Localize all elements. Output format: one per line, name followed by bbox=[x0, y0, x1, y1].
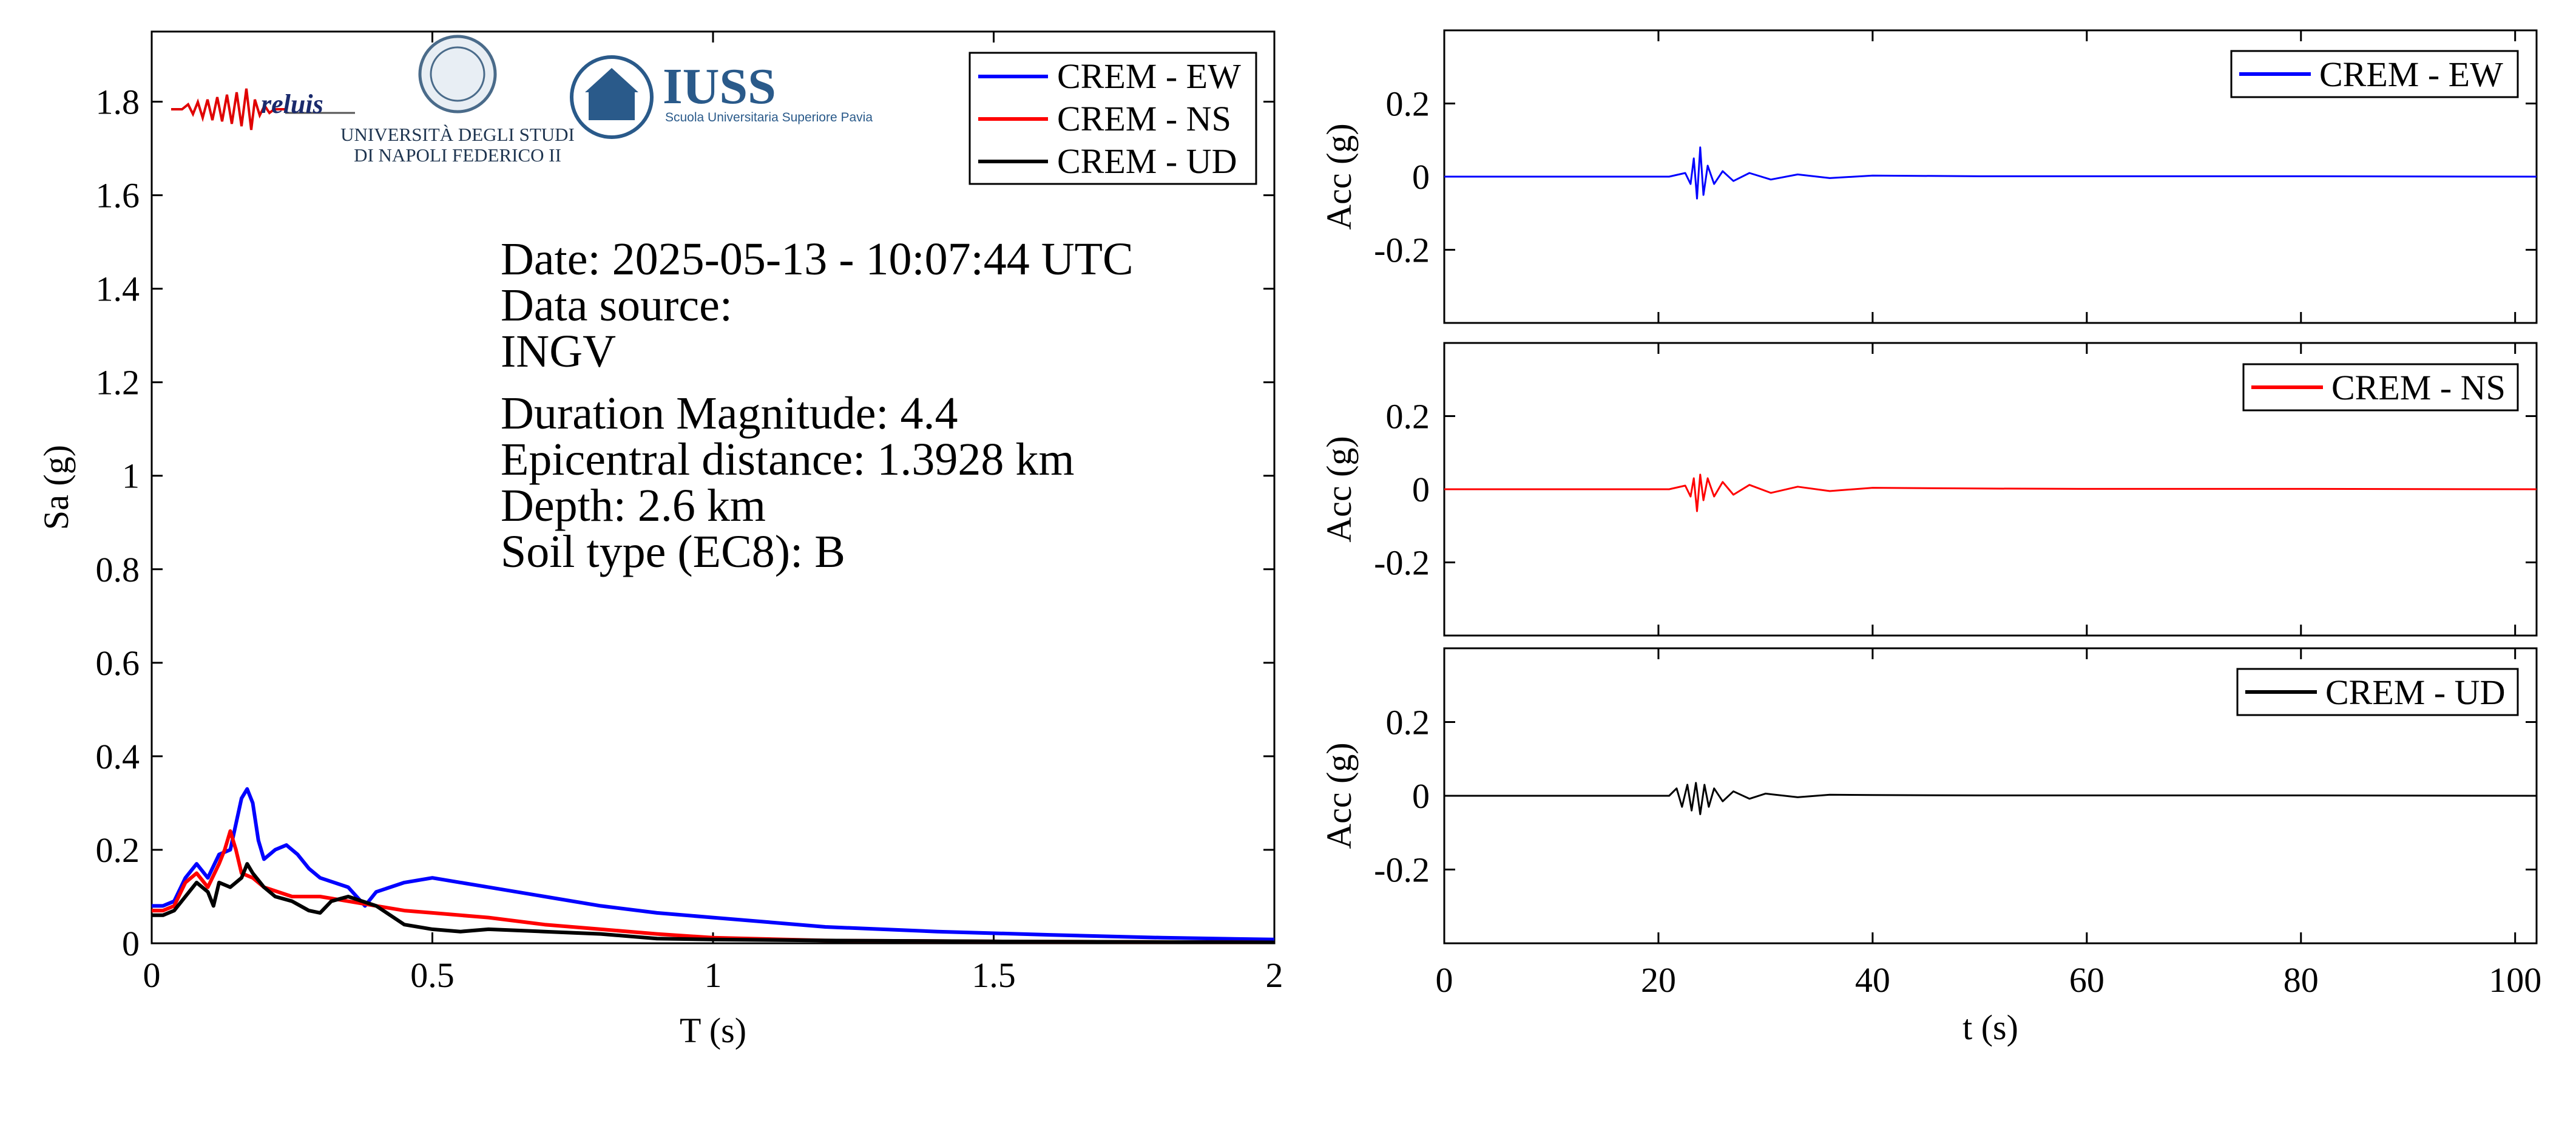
event-epicentral-distance: Epicentral distance: 1.3928 km bbox=[501, 434, 1075, 485]
acc-x-tick-label: 0 bbox=[1436, 960, 1453, 1000]
event-soil-type: Soil type (EC8): B bbox=[501, 526, 845, 577]
spectrum-series-ns bbox=[152, 829, 1275, 945]
unina-name-line2: DI NAPOLI FEDERICO II bbox=[354, 144, 561, 166]
acc-ud-legend: CREM - UD bbox=[2236, 668, 2519, 716]
event-info-box: Date: 2025-05-13 - 10:07:44 UTC Data sou… bbox=[501, 234, 1134, 577]
spectrum-lines bbox=[152, 787, 1275, 945]
acc-y-tick-label: 0 bbox=[1412, 776, 1430, 816]
acc-y-tick-label: -0.2 bbox=[1374, 231, 1430, 270]
acc-ew-series bbox=[1444, 146, 2537, 200]
reluis-seismogram-mark bbox=[171, 88, 285, 131]
spectrum-y-tick-label: 0.8 bbox=[96, 550, 140, 589]
spectrum-y-tick-label: 1.4 bbox=[96, 270, 140, 309]
acc-ew-legend-label: CREM - EW bbox=[2319, 55, 2503, 94]
unina-name-line1: UNIVERSITÀ DEGLI STUDI bbox=[340, 124, 575, 145]
acc-ud-ticks: -0.2 0 0.2 bbox=[1374, 648, 2537, 943]
acc-ud-series bbox=[1444, 782, 2537, 815]
spectrum-y-tick-label: 1.6 bbox=[96, 176, 140, 215]
acc-x-tick-label: 60 bbox=[2069, 960, 2104, 1000]
unina-logo: UNIVERSITÀ DEGLI STUDI DI NAPOLI FEDERIC… bbox=[340, 35, 575, 166]
spectrum-y-tick-label: 0.4 bbox=[96, 737, 140, 776]
legend-ud-label: CREM - UD bbox=[1057, 141, 1237, 181]
acc-ns-legend-label: CREM - NS bbox=[2331, 368, 2506, 407]
event-data-source: INGV bbox=[501, 326, 616, 377]
acc-y-tick-label: 0 bbox=[1412, 157, 1430, 197]
spectrum-y-tick-label: 1 bbox=[122, 456, 140, 496]
spectrum-legend: CREM - EW CREM - NS CREM - UD bbox=[969, 52, 1257, 185]
acc-y-tick-label: -0.2 bbox=[1374, 543, 1430, 583]
acc-ew-line bbox=[1444, 146, 2537, 200]
event-depth: Depth: 2.6 km bbox=[501, 480, 766, 531]
acc-y-tick-label: -0.2 bbox=[1374, 850, 1430, 890]
spectrum-x-axis-label: T (s) bbox=[680, 1011, 746, 1050]
spectrum-series-ud bbox=[152, 862, 1275, 945]
acc-ns-legend: CREM - NS bbox=[2242, 363, 2519, 412]
iuss-title: IUSS bbox=[663, 58, 776, 115]
acc-ew-legend: CREM - EW bbox=[2230, 50, 2519, 98]
acc-ud-y-axis-label: Acc (g) bbox=[1319, 742, 1359, 849]
event-magnitude: Duration Magnitude: 4.4 bbox=[501, 388, 958, 439]
spectrum-y-tick-label: 0.6 bbox=[96, 643, 140, 683]
spectrum-x-tick-label: 0.5 bbox=[410, 955, 455, 995]
accelerogram-panel-ud: -0.2 0 0.2 Acc (g) CREM - UD bbox=[1319, 647, 2538, 945]
acc-x-axis-ticks: 0 20 40 60 80 100 bbox=[1436, 960, 2542, 1000]
event-date: Date: 2025-05-13 - 10:07:44 UTC bbox=[501, 234, 1134, 285]
spectrum-x-tick-label: 1.5 bbox=[972, 955, 1016, 995]
accelerogram-panel-ns: -0.2 0 0.2 Acc (g) CREM - NS bbox=[1319, 342, 2538, 637]
reluis-wordmark: reluis bbox=[261, 89, 323, 119]
legend-ew-label: CREM - EW bbox=[1057, 56, 1241, 96]
spectrum-y-tick-label: 1.2 bbox=[96, 363, 140, 402]
acc-ns-y-axis-label: Acc (g) bbox=[1319, 436, 1359, 543]
acc-ns-ticks: -0.2 0 0.2 bbox=[1374, 343, 2537, 636]
spectrum-x-tick-label: 2 bbox=[1266, 955, 1283, 995]
reluis-logo: reluis bbox=[171, 88, 355, 131]
iuss-emblem-roof bbox=[585, 68, 638, 92]
spectrum-y-tick-label: 1.8 bbox=[96, 83, 140, 122]
acc-y-tick-label: 0.2 bbox=[1386, 84, 1430, 124]
acc-ns-series bbox=[1444, 473, 2537, 512]
acc-y-tick-label: 0.2 bbox=[1386, 703, 1430, 742]
spectrum-ticks: 0 0.5 1 1.5 2 0 0.2 0.4 0.6 0.8 1 1.2 1.4 1.6 1.8 bbox=[96, 32, 1283, 995]
acc-ud-line bbox=[1444, 782, 2537, 815]
iuss-logo: IUSS Scuola Universitaria Superiore Pavi… bbox=[570, 55, 873, 139]
acc-x-tick-label: 80 bbox=[2284, 960, 2319, 1000]
legend-ns-label: CREM - NS bbox=[1057, 99, 1231, 138]
unina-seal-inner bbox=[430, 46, 485, 102]
iuss-subtitle: Scuola Universitaria Superiore Pavia bbox=[665, 110, 873, 124]
spectrum-series-ew bbox=[152, 787, 1275, 941]
spectrum-x-tick-label: 0 bbox=[143, 955, 161, 995]
spectrum-y-axis-label: Sa (g) bbox=[36, 445, 76, 530]
acc-x-axis-label: t (s) bbox=[1962, 1008, 2018, 1047]
acc-ns-line bbox=[1444, 473, 2537, 512]
acc-ud-legend-label: CREM - UD bbox=[2325, 673, 2505, 712]
acc-x-tick-label: 40 bbox=[1855, 960, 1890, 1000]
spectrum-x-tick-label: 1 bbox=[705, 955, 722, 995]
acc-x-tick-label: 20 bbox=[1641, 960, 1676, 1000]
event-data-source-label: Data source: bbox=[501, 280, 732, 331]
iuss-emblem-building bbox=[589, 92, 635, 120]
acc-ew-y-axis-label: Acc (g) bbox=[1319, 123, 1359, 230]
accelerogram-panel-ew: -0.2 0 0.2 Acc (g) CREM - EW bbox=[1319, 29, 2538, 324]
spectrum-chart: 0 0.5 1 1.5 2 0 0.2 0.4 0.6 0.8 1 1.2 1.4 1.6 1.8 Sa (… bbox=[36, 30, 1283, 1050]
acc-x-tick-label: 100 bbox=[2489, 960, 2541, 1000]
spectrum-y-tick-label: 0 bbox=[122, 924, 140, 963]
acc-y-tick-label: 0.2 bbox=[1386, 397, 1430, 436]
spectrum-y-tick-label: 0.2 bbox=[96, 830, 140, 870]
acc-y-tick-label: 0 bbox=[1412, 470, 1430, 509]
accelerogram-chart: -0.2 0 0.2 Acc (g) CREM - EW -0.2 0 0.2 Acc … bbox=[1319, 29, 2542, 1047]
